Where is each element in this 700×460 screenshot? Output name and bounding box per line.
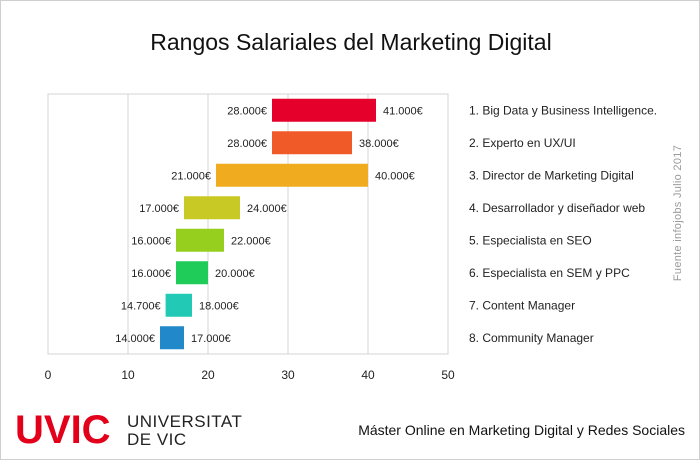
chart-title: Rangos Salariales del Marketing Digital [150, 29, 552, 55]
max-value-label: 22.000€ [231, 235, 271, 247]
max-value-label: 18.000€ [199, 300, 239, 312]
logo-wordmark: UNIVERSITAT DE VIC [127, 413, 242, 449]
logo-mark-text: UVIC [15, 408, 111, 452]
range-bar [160, 326, 184, 350]
plot-area [47, 93, 449, 355]
x-tick-label: 10 [121, 368, 135, 382]
category-label: 8. Community Manager [469, 331, 594, 345]
min-value-label: 14.700€ [121, 300, 161, 312]
logo-line-2: DE VIC [127, 430, 187, 449]
range-bar [184, 196, 240, 220]
max-value-label: 20.000€ [215, 268, 255, 280]
range-bar [216, 163, 368, 187]
range-bar [165, 293, 192, 317]
range-bar [272, 131, 352, 155]
logo-line-1: UNIVERSITAT [127, 412, 243, 431]
category-label: 4. Desarrollador y diseñador web [469, 201, 645, 215]
footer-text: Máster Online en Marketing Digital y Red… [358, 422, 685, 438]
min-value-label: 16.000€ [131, 268, 171, 280]
x-tick-label: 50 [441, 368, 455, 382]
max-value-label: 24.000€ [247, 203, 287, 215]
logo-mark: UVIC [15, 410, 111, 450]
min-value-label: 16.000€ [131, 235, 171, 247]
x-tick-label: 0 [45, 368, 52, 382]
x-tick-label: 40 [361, 368, 375, 382]
category-label: 3. Director de Marketing Digital [469, 168, 634, 182]
max-value-label: 41.000€ [383, 105, 423, 117]
min-value-label: 28.000€ [227, 105, 267, 117]
source-note: Fuente infojobs Julio 2017 [672, 144, 684, 282]
min-value-label: 28.000€ [227, 138, 267, 150]
category-label: 2. Experto en UX/UI [469, 136, 576, 150]
x-tick-label: 30 [281, 368, 295, 382]
range-bar [176, 228, 224, 252]
bar-chart: 0 10 20 30 40 50 28.000€ 41.000€ 1. Big Data y B… [45, 93, 657, 382]
x-tick-label: 20 [201, 368, 215, 382]
range-bar [272, 98, 376, 122]
max-value-label: 40.000€ [375, 170, 415, 182]
uvic-logo: UVIC UNIVERSITAT DE VIC [15, 410, 255, 450]
range-bar [176, 261, 208, 285]
min-value-label: 17.000€ [139, 203, 179, 215]
category-label: 5. Especialista en SEO [469, 233, 592, 247]
category-label: 6. Especialista en SEM y PPC [469, 266, 630, 280]
min-value-label: 14.000€ [115, 333, 155, 345]
category-label: 1. Big Data y Business Intelligence. [469, 103, 657, 117]
max-value-label: 38.000€ [359, 138, 399, 150]
category-label: 7. Content Manager [469, 298, 575, 312]
min-value-label: 21.000€ [171, 170, 211, 182]
max-value-label: 17.000€ [191, 333, 231, 345]
